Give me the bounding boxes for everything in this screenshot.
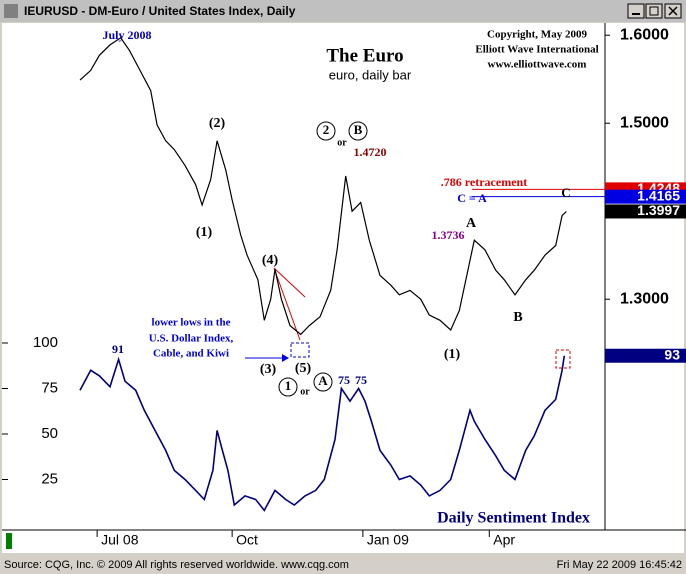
x-tick-label: Oct [236, 532, 258, 548]
annotation: 75 [355, 373, 367, 387]
lows-box [290, 342, 310, 358]
annotation: www.elliottwave.com [488, 59, 587, 71]
annotation: A [466, 216, 477, 231]
window-title: IEURUSD - DM-Euro / United States Index,… [24, 4, 296, 18]
x-tick-label: Jul 08 [101, 532, 139, 548]
chart-subtitle: euro, daily bar [329, 67, 412, 82]
annotation-circle [316, 121, 336, 141]
close-glyph [668, 6, 678, 16]
y-tick-label: 1.3000 [620, 290, 669, 307]
annotation: Cable, and Kiwi [153, 348, 229, 360]
minimize-button[interactable] [627, 3, 645, 19]
annotation: U.S. Dollar Index, [149, 333, 234, 345]
last-value-label: 93 [664, 346, 680, 362]
trend-lines [273, 267, 306, 341]
annotation: 1 [285, 378, 292, 393]
annotation: 91 [112, 342, 124, 356]
chart-title: The Euro [326, 45, 403, 66]
last-value-tag [605, 348, 686, 363]
annotation: C [561, 185, 570, 200]
annotation: or [300, 386, 310, 397]
title-bar [0, 0, 686, 22]
annotation: lower lows in the [152, 317, 231, 329]
annotation: 1.4720 [354, 145, 387, 159]
annotation: (1) [444, 347, 461, 362]
annotation: or [337, 137, 347, 148]
x-tick-label: Jan 09 [367, 532, 409, 548]
x-tick-label: Apr [493, 532, 515, 548]
arrowhead [282, 354, 289, 362]
annotation: July 2008 [102, 28, 151, 42]
window-buttons[interactable] [627, 3, 682, 19]
annotation: 2 [323, 122, 330, 137]
sentiment-box [555, 349, 571, 369]
annotation-circle [278, 377, 298, 397]
annotation: Copyright, May 2009 [487, 29, 587, 41]
annotation: Elliott Wave International [475, 44, 598, 56]
annotation: (2) [209, 116, 226, 131]
window-icon [4, 4, 18, 18]
sentiment-line [79, 355, 566, 512]
level-tag [605, 189, 686, 204]
status-source: Source: CQG, Inc. © 2009 All rights rese… [4, 559, 349, 571]
y-tick-label: 50 [41, 425, 58, 442]
annotation-circle [313, 372, 333, 392]
annotation: 75 [338, 373, 350, 387]
annotation: (5) [295, 361, 312, 376]
sentiment-title: Daily Sentiment Index [437, 510, 590, 527]
y-tick-label: 25 [41, 470, 58, 487]
last-value-tag [605, 204, 686, 219]
level-tag-label: 1.4165 [637, 187, 680, 203]
annotation: (1) [196, 225, 213, 240]
y-tick-label: 100 [33, 334, 58, 351]
y-tick-label: 1.6000 [620, 26, 669, 43]
maximize-button[interactable] [645, 3, 663, 19]
maximize-glyph [649, 6, 659, 16]
annotation: (4) [262, 253, 279, 268]
y-tick-label: 1.5000 [620, 114, 669, 131]
plot-background [2, 23, 684, 553]
last-value-label: 1.3997 [637, 202, 680, 218]
annotation: (3) [260, 362, 277, 377]
y-tick-label: 75 [41, 379, 58, 396]
price-line [79, 36, 567, 336]
annotation: B [354, 122, 363, 137]
status-bar [0, 555, 686, 574]
annotation: B [513, 310, 522, 325]
level-label: C = A [457, 191, 487, 205]
annotation: 1.3736 [432, 228, 465, 242]
annotation: A [318, 373, 328, 388]
level-label: .786 retracement [441, 175, 527, 189]
scroll-marker [6, 533, 12, 549]
annotation-circle [348, 121, 368, 141]
status-timestamp: Fri May 22 2009 16:45:42 [557, 559, 682, 571]
